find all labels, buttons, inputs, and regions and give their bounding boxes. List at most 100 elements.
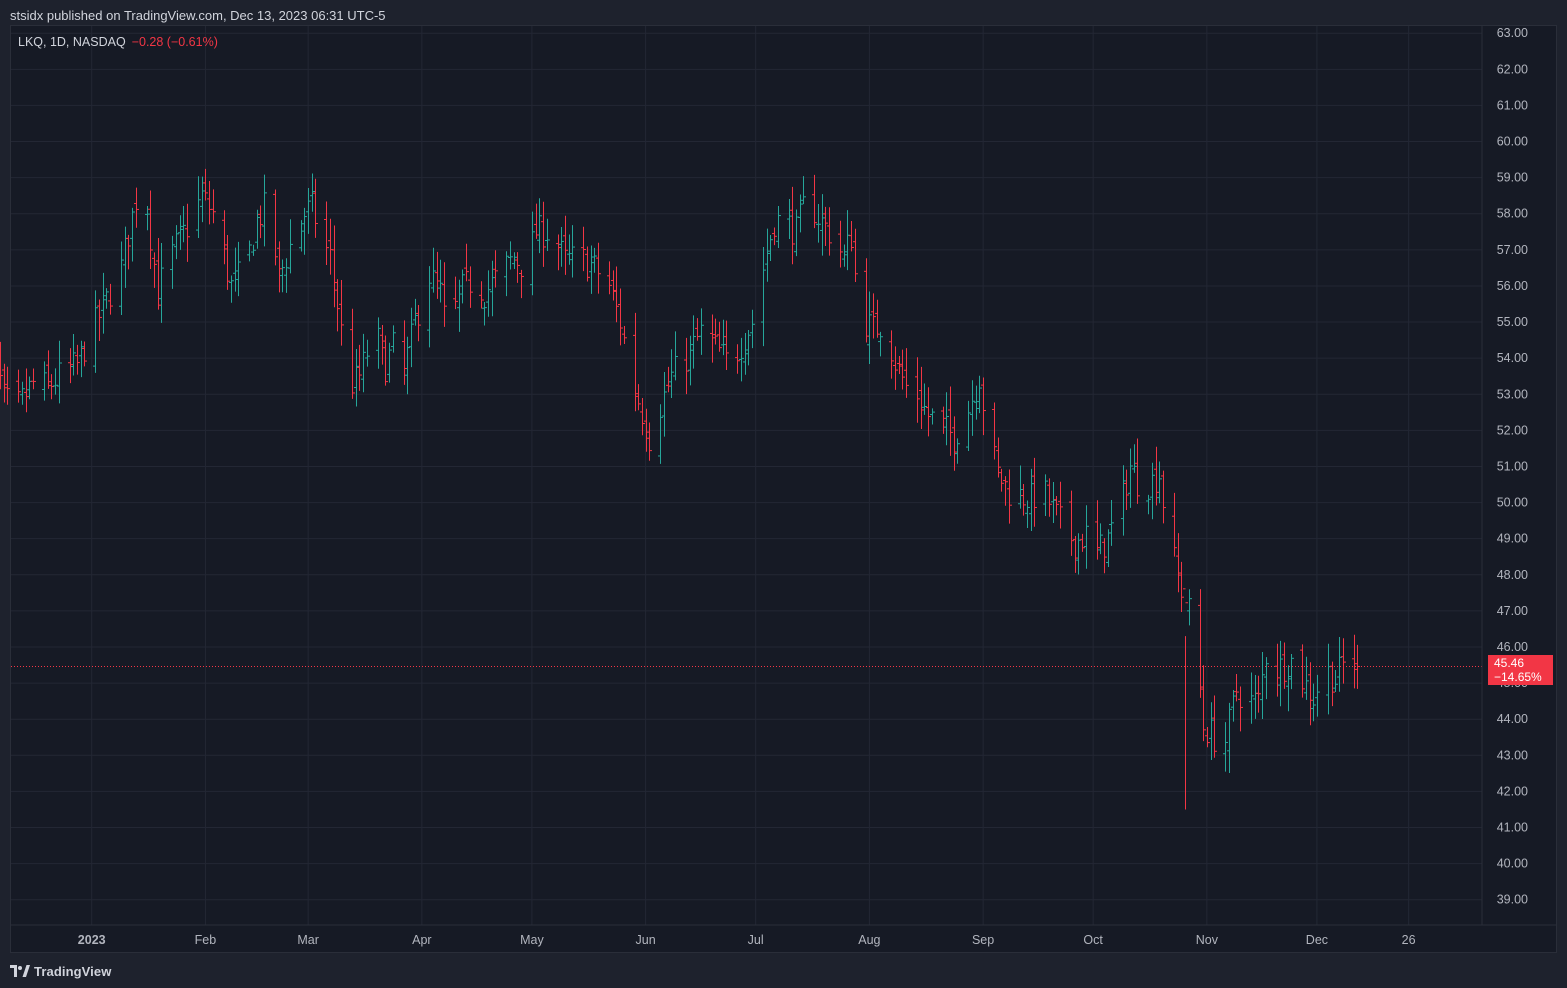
ohlc-bar [1157,461,1162,504]
ohlc-bar [148,190,153,270]
ohlc-bar [713,318,718,345]
footer: TradingView [0,954,1567,988]
ohlc-bar [1286,665,1291,712]
ohlc-bar [75,344,80,375]
chart-grid [11,26,1482,925]
x-tick-label: 26 [1402,933,1416,947]
ohlc-bar [776,206,781,248]
ohlc-bar [1352,634,1357,689]
x-tick-label: Apr [412,933,431,947]
ohlc-bar [1146,494,1151,515]
ohlc-bar [1198,589,1203,698]
ohlc-bar [1337,636,1342,692]
ohlc-bar [468,266,473,308]
ohlc-bar [93,290,98,373]
ohlc-bar [1205,727,1210,748]
ohlc-bar [211,189,216,224]
ohlc-bar [699,308,704,355]
symbol-change: −0.28 (−0.61%) [131,35,218,49]
ohlc-bar [258,205,263,239]
tradingview-brand[interactable]: TradingView [10,964,111,979]
ohlc-bar [0,341,3,390]
ohlc-bar [581,226,586,272]
ohlc-bar [996,437,1001,478]
ohlc-bar [123,226,128,288]
x-tick-label: Sep [972,933,994,947]
price-axis[interactable]: 63.00 62.00 61.00 60.00 59.00 58.00 57.00 56.00… [1497,26,1528,907]
ohlc-bar [816,203,821,243]
symbol-info: LKQ, 1D, NASDAQ [18,35,126,49]
ohlc-bar [1150,462,1155,520]
ohlc-bar [794,209,799,257]
brand-text: TradingView [34,963,112,979]
ohlc-bar [1311,683,1316,722]
ohlc-bar [1084,505,1089,569]
y-tick-label: 60.00 [1497,135,1528,149]
ohlc-bar [1124,469,1129,510]
ohlc-bar [1308,662,1313,726]
ohlc-bar [288,219,293,274]
ohlc-bar [152,252,157,288]
ohlc-bar [156,238,161,310]
ohlc-bar [944,392,949,446]
ohlc-bar [750,309,755,349]
ohlc-bar [867,291,872,364]
ohlc-bar [1275,643,1280,697]
ohlc-bar [633,312,638,412]
ohlc-bar [435,251,440,299]
ohlc-bar [765,228,770,282]
chart-frame[interactable] [10,25,1557,953]
ohlc-bar [1209,702,1214,761]
ohlc-bar [871,293,876,339]
ohlc-bar [1025,500,1030,528]
ohlc-bar [952,416,957,471]
ohlc-bar [556,234,561,271]
ohlc-bar [504,251,509,297]
ohlc-bar [332,225,337,308]
ohlc-bar [966,400,971,451]
y-tick-label: 63.00 [1497,26,1528,40]
ohlc-bar [438,259,443,303]
ohlc-bar [1253,675,1258,719]
ohlc-bar [1212,695,1217,758]
ohlc-bar [970,380,975,436]
ohlc-bar [71,333,76,376]
ohlc-bar [427,266,432,348]
x-tick-label: May [520,933,544,947]
ohlc-bar [607,261,612,295]
ohlc-bar [233,247,238,292]
y-tick-label: 55.00 [1497,315,1528,329]
ohlc-bar [768,234,773,261]
ohlc-bar [735,344,740,374]
ohlc-bar [1223,722,1228,772]
y-tick-label: 46.00 [1497,640,1528,654]
ohlc-bars [0,168,1360,810]
ohlc-bar [324,201,329,265]
ohlc-bar [640,398,645,436]
ohlc-bar [614,266,619,323]
ohlc-bar [1187,589,1192,626]
ohlc-bar [350,308,355,399]
time-axis[interactable]: 2023 Feb Mar Apr May Jun Jul Aug Sep Oct Nov Dec 26 [78,933,1416,947]
y-tick-label: 43.00 [1497,748,1528,762]
ohlc-bar [530,211,535,296]
ohlc-bar [277,241,282,293]
ohlc-bar [1098,523,1103,555]
ohlc-bar [46,350,51,389]
last-price-value: 45.46 [1494,656,1525,670]
ohlc-bar [673,331,678,381]
ohlc-bar [49,374,54,400]
ohlc-bar [746,330,751,366]
ohlc-bar [897,356,902,374]
y-tick-label: 54.00 [1497,351,1528,365]
y-tick-label: 49.00 [1497,532,1528,546]
last-price-label: 45.46 −14.65% [1488,655,1553,685]
symbol-legend[interactable]: LKQ, 1D, NASDAQ −0.28 (−0.61%) [18,35,218,49]
ohlc-bar [992,402,997,460]
ohlc-bar [534,203,539,239]
y-tick-label: 41.00 [1497,821,1528,835]
ohlc-bar [724,320,729,371]
ohlc-bar [710,314,715,363]
ohlc-bar [57,340,62,404]
